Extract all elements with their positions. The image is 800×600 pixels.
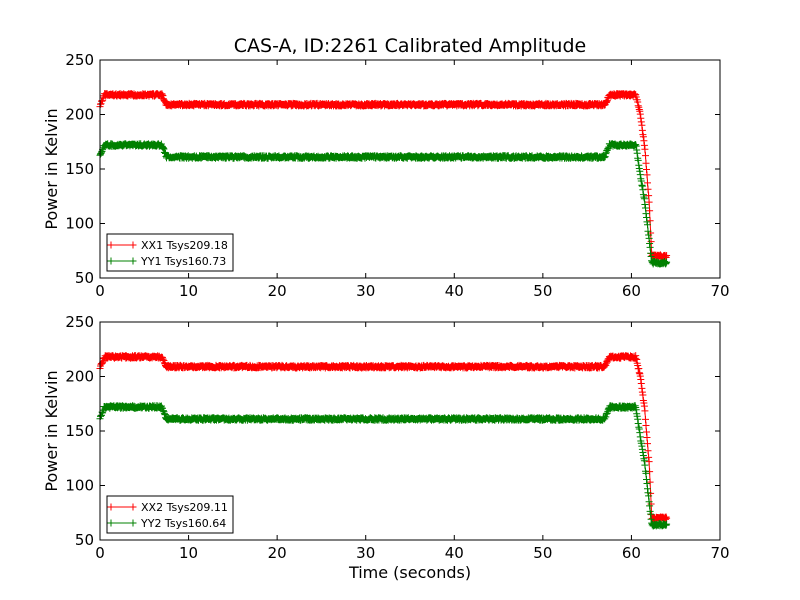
x-tick-label: 50 xyxy=(533,282,552,300)
x-tick-label: 30 xyxy=(356,282,375,300)
series-2-points xyxy=(96,140,671,268)
x-tick-label: 60 xyxy=(622,544,641,562)
legend-marker xyxy=(129,503,137,511)
bottom-subplot: 0 10 20 30 40 50 60 70 50 100 150 200 250 Power in Ke… xyxy=(42,313,730,582)
x-tick-label: 10 xyxy=(179,544,198,562)
x-tick-label: 70 xyxy=(710,544,729,562)
figure-title: CAS-A, ID:2261 Calibrated Amplitude xyxy=(234,35,586,57)
x-tick-label: 70 xyxy=(710,282,729,300)
top-subplot: 0 10 20 30 40 50 60 70 50 100 150 200 250 Power in Ke… xyxy=(42,51,730,300)
y-tick-label: 50 xyxy=(75,269,94,287)
x-tick-label: 60 xyxy=(622,282,641,300)
legend-box xyxy=(106,233,234,272)
y-tick-label: 200 xyxy=(65,368,94,386)
legend-entry-label: XX2 Tsys209.11 xyxy=(141,501,228,514)
x-tick-label: 10 xyxy=(179,282,198,300)
legend: XX1 Tsys209.18 YY1 Tsys160.73 xyxy=(106,233,234,272)
x-tick-label: 0 xyxy=(95,544,105,562)
x-tick-label: 0 xyxy=(95,282,105,300)
legend-marker xyxy=(129,519,137,527)
legend: XX2 Tsys209.11 YY2 Tsys160.64 xyxy=(106,495,234,534)
x-axis-label: Time (seconds) xyxy=(348,563,471,582)
y-axis-label: Power in Kelvin xyxy=(42,370,61,491)
x-tick-label: 20 xyxy=(268,544,287,562)
legend-marker xyxy=(129,241,137,249)
y-tick-label: 100 xyxy=(65,477,94,495)
legend-marker xyxy=(107,257,115,265)
legend-marker xyxy=(129,257,137,265)
y-tick-label: 150 xyxy=(65,422,94,440)
y-tick-label: 150 xyxy=(65,160,94,178)
y-tick-label: 200 xyxy=(65,106,94,124)
x-tick-label: 30 xyxy=(356,544,375,562)
y-tick-label: 250 xyxy=(65,51,94,69)
legend-marker xyxy=(107,503,115,511)
legend-entry-label: YY1 Tsys160.73 xyxy=(140,255,226,268)
x-tick-label: 40 xyxy=(445,544,464,562)
y-tick-label: 250 xyxy=(65,313,94,331)
y-axis-label: Power in Kelvin xyxy=(42,108,61,229)
y-tick-label: 50 xyxy=(75,531,94,549)
x-tick-label: 50 xyxy=(533,544,552,562)
x-tick-label: 20 xyxy=(268,282,287,300)
legend-marker xyxy=(107,519,115,527)
legend-entry-label: XX1 Tsys209.18 xyxy=(141,239,228,252)
legend-marker xyxy=(107,241,115,249)
x-tick-label: 40 xyxy=(445,282,464,300)
legend-entry-label: YY2 Tsys160.64 xyxy=(140,517,226,530)
y-tick-label: 100 xyxy=(65,215,94,233)
legend-box xyxy=(106,495,234,534)
